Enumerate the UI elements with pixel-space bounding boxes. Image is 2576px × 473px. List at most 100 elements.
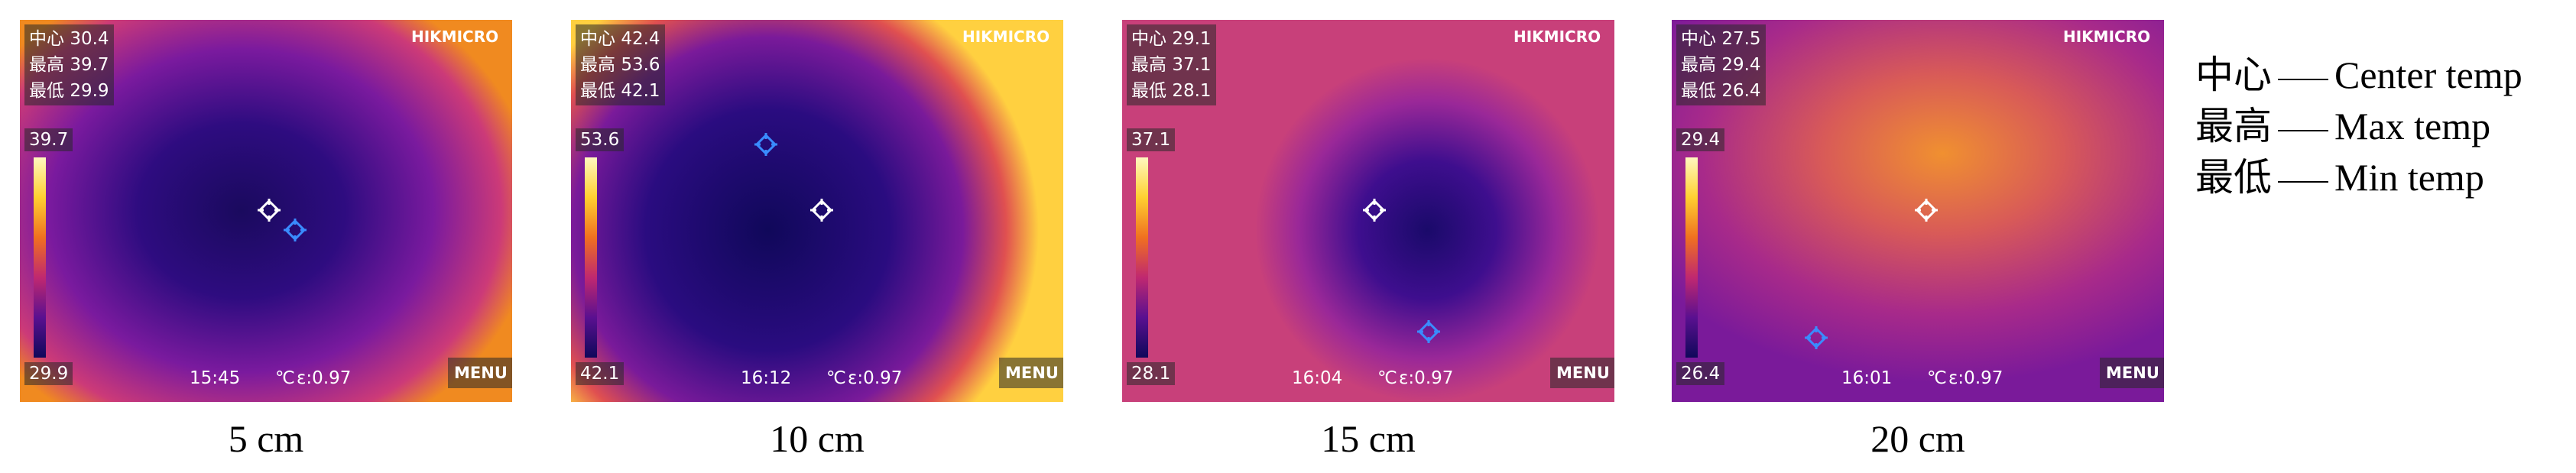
readout-row: 最高 53.6 bbox=[580, 52, 660, 78]
readout-label: 最高 bbox=[1131, 55, 1166, 75]
legend-meaning: Center temp bbox=[2334, 53, 2522, 96]
readout-value: 29.1 bbox=[1172, 29, 1212, 49]
scale-max: 29.4 bbox=[1676, 128, 1725, 151]
min-marker bbox=[1417, 320, 1440, 343]
unit: ℃ bbox=[1377, 368, 1397, 388]
menu-button: MENU bbox=[448, 358, 512, 388]
readout-row: 中心 27.5 bbox=[1681, 26, 1761, 52]
readout-value: 42.1 bbox=[621, 81, 660, 101]
readout-label: 中心 bbox=[580, 29, 615, 49]
min-marker bbox=[284, 219, 307, 241]
color-bar bbox=[1136, 157, 1148, 358]
readout-label: 最低 bbox=[1131, 81, 1166, 101]
emissivity: ε:0.97 bbox=[1948, 368, 2003, 388]
brand: HIKMICRO bbox=[1513, 28, 1601, 46]
readout-row: 中心 42.4 bbox=[580, 26, 660, 52]
scale-max: 53.6 bbox=[576, 128, 625, 151]
readout-row: 中心 29.1 bbox=[1131, 26, 1212, 52]
thermal-image: 中心 42.4 最高 53.6 最低 42.1 53.6 42.1 HIKMICRO 16:… bbox=[571, 20, 1063, 402]
scale-min: 28.1 bbox=[1127, 362, 1176, 385]
readout-label: 中心 bbox=[1131, 29, 1166, 49]
legend-term: 中心 bbox=[2195, 53, 2272, 96]
color-bar bbox=[585, 157, 597, 358]
center-marker bbox=[258, 199, 281, 222]
readout-value: 37.1 bbox=[1172, 55, 1212, 75]
unit: ℃ bbox=[275, 368, 295, 388]
readout-row: 最低 29.9 bbox=[29, 78, 109, 104]
color-bar bbox=[1685, 157, 1698, 358]
readout-value: 42.4 bbox=[621, 29, 660, 49]
caption: 5 cm bbox=[228, 417, 304, 460]
legend-dash bbox=[2278, 129, 2328, 131]
unit: ℃ bbox=[1927, 368, 1947, 388]
menu-button: MENU bbox=[1550, 358, 1614, 388]
readout-value: 53.6 bbox=[621, 55, 660, 75]
center-marker bbox=[1915, 199, 1938, 222]
readout-box: 中心 29.1 最高 37.1 最低 28.1 bbox=[1127, 24, 1216, 105]
readout-row: 最低 28.1 bbox=[1131, 78, 1212, 104]
readout-row: 最低 26.4 bbox=[1681, 78, 1761, 104]
readout-value: 30.4 bbox=[70, 29, 109, 49]
readout-label: 最低 bbox=[29, 81, 64, 101]
readout-row: 最高 39.7 bbox=[29, 52, 109, 78]
min-marker bbox=[754, 133, 777, 156]
scale-min: 42.1 bbox=[576, 362, 625, 385]
readout-label: 中心 bbox=[29, 29, 64, 49]
readout-value: 29.4 bbox=[1721, 55, 1761, 75]
readout-value: 27.5 bbox=[1721, 29, 1761, 49]
scale-min: 26.4 bbox=[1676, 362, 1725, 385]
readout-label: 最低 bbox=[1681, 81, 1716, 101]
emissivity: ε:0.97 bbox=[1399, 368, 1454, 388]
min-marker bbox=[1805, 326, 1828, 349]
legend-row: 中心 Center temp bbox=[2195, 44, 2522, 99]
center-marker bbox=[1363, 199, 1386, 222]
legend-meaning: Max temp bbox=[2334, 105, 2491, 147]
scale-min: 29.9 bbox=[24, 362, 73, 385]
readout-value: 39.7 bbox=[70, 55, 109, 75]
readout-label: 中心 bbox=[1681, 29, 1716, 49]
readout-box: 中心 30.4 最高 39.7 最低 29.9 bbox=[24, 24, 114, 105]
caption: 10 cm bbox=[770, 417, 865, 460]
readout-value: 26.4 bbox=[1721, 81, 1761, 101]
caption: 20 cm bbox=[1870, 417, 1965, 460]
brand: HIKMICRO bbox=[962, 28, 1050, 46]
readout-box: 中心 42.4 最高 53.6 最低 42.1 bbox=[576, 24, 665, 105]
time: 16:04 bbox=[1292, 368, 1343, 388]
readout-label: 最高 bbox=[29, 55, 64, 75]
time: 16:12 bbox=[741, 368, 792, 388]
thermal-image: 中心 29.1 最高 37.1 最低 28.1 37.1 28.1 HIKMICRO 16:… bbox=[1122, 20, 1614, 402]
legend-dash bbox=[2278, 78, 2328, 80]
legend-dash bbox=[2278, 180, 2328, 183]
readout-row: 最高 29.4 bbox=[1681, 52, 1761, 78]
time: 15:45 bbox=[190, 368, 241, 388]
legend-term: 最低 bbox=[2195, 156, 2272, 199]
readout-label: 最高 bbox=[1681, 55, 1716, 75]
readout-value: 28.1 bbox=[1172, 81, 1212, 101]
readout-value: 29.9 bbox=[70, 81, 109, 101]
menu-button: MENU bbox=[999, 358, 1063, 388]
emissivity: ε:0.97 bbox=[297, 368, 352, 388]
emissivity: ε:0.97 bbox=[848, 368, 903, 388]
time: 16:01 bbox=[1841, 368, 1893, 388]
legend-row: 最高 Max temp bbox=[2195, 96, 2490, 151]
brand: HIKMICRO bbox=[2063, 28, 2151, 46]
legend-term: 最高 bbox=[2195, 105, 2272, 147]
brand: HIKMICRO bbox=[411, 28, 499, 46]
readout-label: 最低 bbox=[580, 81, 615, 101]
readout-row: 最高 37.1 bbox=[1131, 52, 1212, 78]
scale-max: 39.7 bbox=[24, 128, 73, 151]
readout-box: 中心 27.5 最高 29.4 最低 26.4 bbox=[1676, 24, 1766, 105]
readout-row: 中心 30.4 bbox=[29, 26, 109, 52]
scale-max: 37.1 bbox=[1127, 128, 1176, 151]
readout-label: 最高 bbox=[580, 55, 615, 75]
readout-row: 最低 42.1 bbox=[580, 78, 660, 104]
center-marker bbox=[810, 199, 833, 222]
unit: ℃ bbox=[826, 368, 846, 388]
menu-button: MENU bbox=[2100, 358, 2164, 388]
thermal-image: 中心 30.4 最高 39.7 最低 29.9 39.7 29.9 HIKMICRO 15:… bbox=[20, 20, 512, 402]
legend-meaning: Min temp bbox=[2334, 156, 2484, 199]
thermal-image: 中心 27.5 最高 29.4 最低 26.4 29.4 26.4 HIKMICRO 16:… bbox=[1672, 20, 2164, 402]
caption: 15 cm bbox=[1321, 417, 1416, 460]
legend-row: 最低 Min temp bbox=[2195, 147, 2484, 202]
